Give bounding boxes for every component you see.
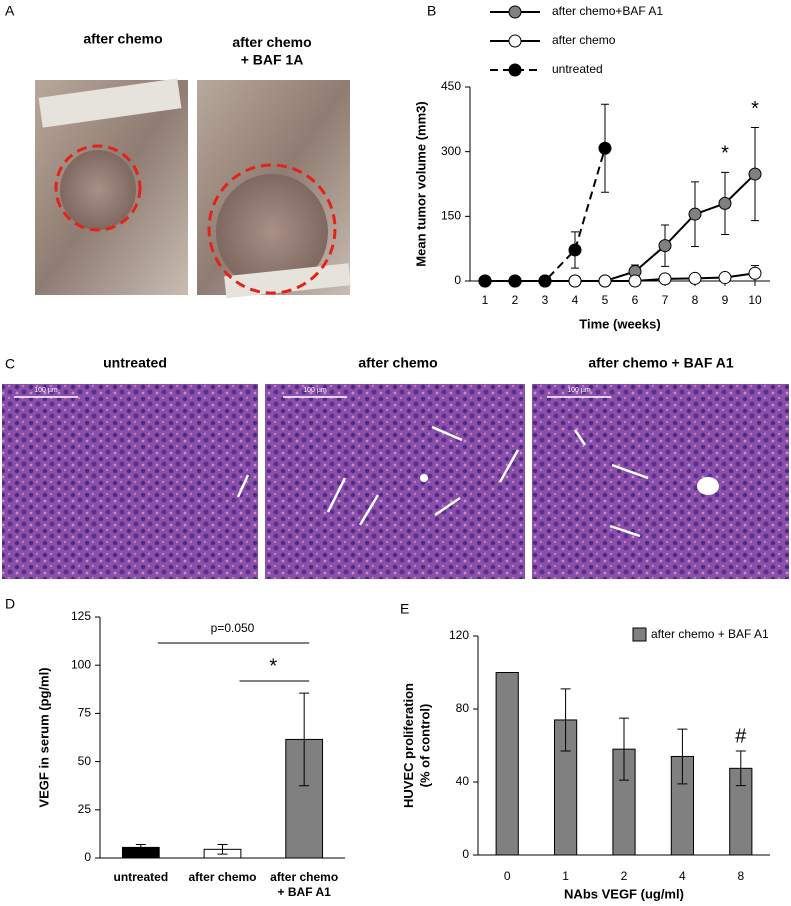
- panel-label: D: [5, 596, 15, 612]
- x-tick-label: 2: [621, 869, 628, 883]
- mouse-photo: [35, 78, 188, 295]
- scale-bar-label: 100 µm: [303, 387, 327, 394]
- x-tick-label: 0: [504, 869, 511, 883]
- x-tick-label: 7: [662, 293, 669, 307]
- data-point: [628, 274, 642, 288]
- data-point: [568, 274, 582, 288]
- data-point: [508, 274, 522, 288]
- image-caption: untreated: [103, 355, 167, 371]
- x-tick-label: after chemo + BAF A1: [270, 870, 338, 899]
- annotation: *: [751, 98, 759, 120]
- histology-image: 100 µm: [2, 384, 258, 579]
- legend-label: after chemo + BAF A1: [651, 627, 769, 641]
- y-axis-label: Mean tumor volume (mm3): [413, 101, 428, 266]
- legend-marker: [508, 63, 522, 77]
- series-line: [485, 147, 606, 282]
- x-axis-label: NAbs VEGF (ug/ml): [564, 886, 684, 901]
- x-tick-label: 6: [632, 293, 639, 307]
- data-point: [718, 271, 732, 285]
- x-tick-label: 2: [512, 293, 519, 307]
- data-point: [718, 196, 732, 210]
- mouse-photo: [197, 80, 351, 299]
- error-bar: [560, 688, 571, 752]
- x-tick-label: 8: [692, 293, 699, 307]
- error-bar: [135, 844, 146, 851]
- x-tick-label: 10: [748, 293, 762, 307]
- scale-bar-label: 100 µm: [567, 387, 591, 394]
- error-bar: [619, 717, 629, 781]
- annotation: *: [721, 143, 729, 165]
- data-point: [538, 274, 552, 288]
- y-axis-label: VEGF in serum (pg/ml): [36, 667, 51, 807]
- x-tick-label: untreated: [113, 870, 168, 884]
- y-tick-label: 120: [449, 628, 469, 642]
- legend-label: untreated: [552, 62, 603, 76]
- y-tick-label: 50: [78, 754, 92, 768]
- error-bar: [299, 692, 310, 787]
- x-tick-label: 4: [572, 293, 579, 307]
- series-line: [485, 173, 756, 282]
- x-tick-label: after chemo: [188, 870, 256, 884]
- legend-label: after chemo+BAF A1: [552, 4, 663, 18]
- panel-label: E: [400, 601, 409, 617]
- error-bar: [677, 728, 688, 785]
- y-axis-label: HUVEC proliferation(% of control): [401, 683, 432, 808]
- y-tick-label: 300: [441, 144, 461, 158]
- data-point: [748, 266, 762, 280]
- legend-marker: [508, 5, 522, 19]
- data-point: [568, 243, 582, 257]
- data-point: [658, 239, 672, 253]
- histology-image: 100 µm: [532, 384, 789, 579]
- panel-label: B: [427, 3, 436, 19]
- x-tick-label: 4: [679, 869, 686, 883]
- y-tick-label: 150: [441, 209, 461, 223]
- y-tick-label: 0: [84, 850, 91, 864]
- image-caption: after chemo: [358, 355, 437, 371]
- y-tick-label: 125: [71, 609, 91, 623]
- annotation: #: [735, 725, 747, 747]
- y-tick-label: 40: [456, 774, 470, 788]
- comparison-label: p=0.050: [211, 621, 255, 635]
- data-point: [478, 274, 492, 288]
- data-point: [688, 207, 702, 221]
- error-bar: [735, 750, 746, 787]
- data-point: [598, 141, 612, 155]
- y-tick-label: 80: [456, 701, 470, 715]
- data-point: [598, 274, 612, 288]
- y-tick-label: 100: [71, 657, 91, 671]
- y-tick-label: 0: [462, 847, 469, 861]
- x-tick-label: 8: [737, 869, 744, 883]
- data-point: [688, 271, 702, 285]
- x-tick-label: 9: [722, 293, 729, 307]
- x-tick-label: 5: [602, 293, 609, 307]
- photo-caption: after chemo + BAF 1A: [232, 34, 311, 68]
- legend-label: after chemo: [552, 33, 616, 47]
- photo-caption: after chemo: [83, 31, 162, 47]
- y-tick-label: 0: [454, 273, 461, 287]
- image-caption: after chemo + BAF A1: [588, 355, 734, 371]
- comparison-label: *: [269, 655, 277, 677]
- legend-marker: [508, 34, 522, 48]
- bar: [495, 672, 519, 856]
- data-point: [748, 167, 762, 181]
- data-point: [658, 272, 672, 286]
- panel-label: C: [5, 356, 15, 372]
- panel-label: A: [5, 3, 15, 19]
- error-bar: [217, 844, 228, 855]
- y-tick-label: 75: [78, 706, 92, 720]
- x-tick-label: 1: [562, 869, 569, 883]
- x-tick-label: 1: [482, 293, 489, 307]
- legend-swatch: [632, 627, 647, 642]
- x-axis-label: Time (weeks): [579, 316, 660, 331]
- y-tick-label: 25: [78, 802, 92, 816]
- y-tick-label: 450: [441, 79, 461, 93]
- scale-bar-label: 100 µm: [34, 387, 58, 394]
- x-tick-label: 3: [542, 293, 549, 307]
- histology-image: 100 µm: [265, 384, 525, 579]
